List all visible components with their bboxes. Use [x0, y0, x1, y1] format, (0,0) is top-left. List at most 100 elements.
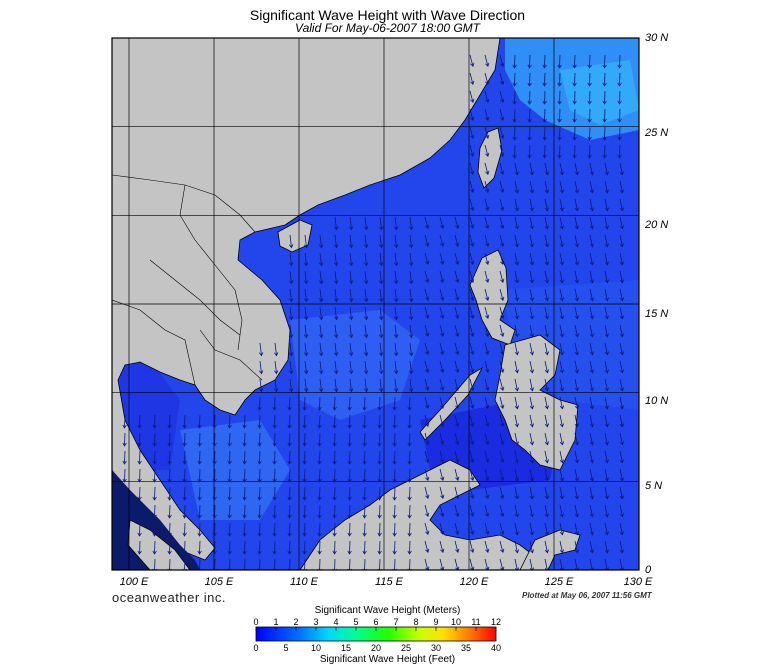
wave-arrow: [304, 324, 309, 339]
legend-feet-title: Significant Wave Height (Feet): [319, 654, 456, 665]
wave-arrow: [604, 198, 609, 212]
wave-arrow: [439, 342, 445, 356]
wave-arrow: [332, 504, 337, 519]
wave-arrow: [274, 342, 279, 357]
wave-arrow: [454, 216, 460, 230]
wave-arrow: [349, 288, 354, 303]
wave-arrow: [469, 342, 475, 356]
wave-arrow: [377, 414, 382, 429]
wave-arrow: [514, 504, 519, 518]
wave-arrow: [122, 522, 127, 537]
wave-arrow: [587, 126, 592, 141]
wave-arrow: [619, 270, 624, 284]
legend-feet-tick: 30: [430, 643, 442, 653]
wave-arrow: [439, 270, 445, 284]
wave-arrow: [484, 414, 490, 428]
wave-arrow: [604, 432, 609, 446]
wave-arrow: [152, 468, 157, 483]
wave-arrow: [152, 540, 157, 555]
wave-arrow: [559, 558, 564, 570]
wave-arrow: [439, 522, 445, 536]
wave-arrow: [379, 324, 384, 339]
wave-arrow: [589, 180, 594, 194]
wave-arrow: [469, 234, 475, 248]
wave-arrow: [257, 414, 262, 429]
wave-arrow: [424, 306, 430, 320]
wave-arrow: [587, 144, 592, 159]
wave-arrow: [289, 342, 294, 357]
wave-arrow: [544, 198, 549, 212]
wave-arrow: [362, 540, 367, 555]
wave-arrow: [544, 252, 549, 266]
legend-meters-tick: 6: [373, 617, 379, 627]
wave-arrow: [122, 486, 127, 501]
wave-arrow: [484, 54, 490, 68]
wave-arrow: [122, 468, 127, 483]
wave-arrow: [587, 108, 592, 123]
wave-arrow: [347, 468, 352, 483]
wave-arrow: [589, 342, 594, 356]
wave-arrow: [424, 270, 430, 284]
wave-arrow: [364, 288, 369, 303]
wave-arrow: [334, 216, 339, 231]
lat-label-20n: 20 N: [645, 219, 669, 231]
wave-arrow: [527, 54, 532, 69]
wave-arrow: [574, 414, 579, 428]
lon-label-115e: 115 E: [375, 576, 403, 588]
wave-arrow: [349, 360, 354, 375]
wave-arrow: [469, 450, 475, 464]
wave-arrow: [454, 234, 460, 248]
wave-arrow: [122, 540, 127, 555]
wave-arrow: [349, 342, 354, 357]
wave-arrow: [182, 486, 187, 501]
wave-arrow: [364, 252, 369, 267]
wave-arrow: [619, 288, 624, 302]
wave-arrow: [167, 432, 172, 447]
legend-feet-tick: 35: [460, 643, 472, 653]
wave-arrow: [212, 540, 217, 555]
wave-arrow: [512, 144, 517, 159]
wave-arrow: [619, 468, 624, 482]
wave-arrow: [589, 270, 594, 284]
wave-arrow: [469, 180, 475, 194]
wave-arrow: [484, 324, 490, 338]
wave-arrow: [544, 162, 549, 176]
wave-arrow: [454, 288, 460, 302]
wave-arrow: [499, 198, 505, 212]
wave-arrow: [529, 342, 534, 356]
wave-arrow: [469, 144, 475, 158]
wave-arrow: [347, 486, 352, 501]
wave-arrow: [137, 468, 142, 483]
wave-arrow: [392, 522, 397, 537]
wave-arrow: [287, 522, 292, 537]
wave-arrow: [362, 522, 367, 537]
wave-arrow: [559, 522, 564, 536]
plotted-timestamp: Plotted at May 06, 2007 11:56 GMT: [522, 591, 652, 600]
wave-arrow: [589, 378, 594, 392]
wave-arrow: [439, 432, 445, 446]
wave-arrow: [137, 504, 142, 519]
wave-arrow: [589, 324, 594, 338]
wave-arrow: [499, 360, 505, 374]
wave-arrow: [424, 504, 430, 518]
wave-arrow: [197, 468, 202, 483]
wave-arrow: [544, 486, 549, 500]
wave-arrow: [469, 288, 475, 302]
wave-arrow: [514, 468, 519, 482]
wave-arrow: [167, 540, 172, 555]
wave-arrow: [574, 162, 579, 176]
wave-arrow: [302, 486, 307, 501]
wave-arrow: [484, 468, 490, 482]
wave-arrow: [362, 504, 367, 519]
wave-arrow: [499, 270, 505, 284]
wave-arrow: [557, 90, 562, 105]
lon-label-105e: 105 E: [204, 576, 234, 588]
wave-arrow: [544, 270, 549, 284]
wave-arrow: [619, 396, 624, 410]
wave-arrow: [394, 234, 399, 249]
legend-meters-tick: 2: [293, 617, 299, 627]
wave-arrow: [392, 450, 397, 465]
wave-arrow: [439, 306, 445, 320]
wave-arrow: [572, 72, 577, 87]
wave-arrow: [572, 54, 577, 69]
